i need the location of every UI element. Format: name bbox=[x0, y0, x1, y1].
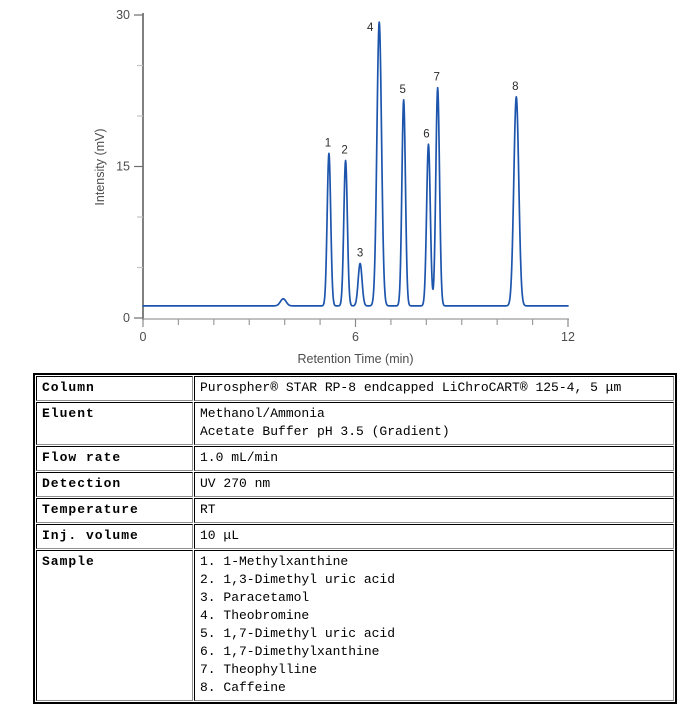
y-axis-title: Intensity (mV) bbox=[93, 128, 107, 205]
x-tick-label: 0 bbox=[140, 330, 147, 344]
row-label-inj-volume: Inj. volume bbox=[36, 524, 193, 549]
method-table-wrap: Column Purospher® STAR RP-8 endcapped Li… bbox=[33, 373, 677, 704]
row-value-temperature: RT bbox=[194, 498, 674, 523]
x-tick-label: 12 bbox=[561, 330, 575, 344]
table-row-temperature: Temperature RT bbox=[36, 498, 674, 523]
peak-label: 2 bbox=[341, 144, 347, 156]
table-row-column: Column Purospher® STAR RP-8 endcapped Li… bbox=[36, 376, 674, 401]
peak-label: 7 bbox=[433, 72, 439, 84]
table-row-inj-volume: Inj. volume 10 μL bbox=[36, 524, 674, 549]
peak-label: 1 bbox=[325, 137, 331, 149]
row-value-inj-volume: 10 μL bbox=[194, 524, 674, 549]
row-value-detection: UV 270 nm bbox=[194, 472, 674, 497]
x-tick-label: 6 bbox=[352, 330, 359, 344]
peak-label: 4 bbox=[367, 22, 374, 34]
table-row-detection: Detection UV 270 nm bbox=[36, 472, 674, 497]
chromatogram-trace bbox=[142, 21, 569, 307]
sample-item: 7. Theophylline bbox=[200, 662, 318, 677]
value-line: 10 μL bbox=[200, 528, 240, 543]
peak-label: 5 bbox=[399, 84, 405, 96]
table-row-flow-rate: Flow rate 1.0 mL/min bbox=[36, 446, 674, 471]
peak-label: 6 bbox=[423, 128, 429, 140]
sample-item: 3. Paracetamol bbox=[200, 590, 310, 605]
row-value-column: Purospher® STAR RP-8 endcapped LiChroCAR… bbox=[194, 376, 674, 401]
value-line: RT bbox=[200, 502, 216, 517]
row-value-flow-rate: 1.0 mL/min bbox=[194, 446, 674, 471]
y-tick-label: 15 bbox=[116, 160, 130, 174]
chromatogram-figure: 0 6 12 0 15 30 Retention Time (min) Intensity (… bbox=[93, 8, 575, 366]
row-label-flow-rate: Flow rate bbox=[36, 446, 193, 471]
peak-label: 3 bbox=[357, 247, 363, 259]
row-label-temperature: Temperature bbox=[36, 498, 193, 523]
x-axis-title: Retention Time (min) bbox=[297, 352, 413, 366]
sample-item: 1. 1-Methylxanthine bbox=[200, 554, 349, 569]
value-line: Purospher® STAR RP-8 endcapped LiChroCAR… bbox=[200, 380, 622, 395]
value-line: 1.0 mL/min bbox=[200, 450, 279, 465]
sample-item: 8. Caffeine bbox=[200, 680, 286, 695]
row-value-sample: 1. 1-Methylxanthine 2. 1,3-Dimethyl uric… bbox=[194, 550, 674, 701]
peak-label: 8 bbox=[512, 81, 518, 93]
value-line: Methanol/Ammonia bbox=[200, 406, 325, 421]
row-label-column: Column bbox=[36, 376, 193, 401]
table-row-sample: Sample 1. 1-Methylxanthine 2. 1,3-Dimeth… bbox=[36, 550, 674, 701]
row-value-eluent: Methanol/Ammonia Acetate Buffer pH 3.5 (… bbox=[194, 402, 674, 445]
sample-item: 2. 1,3-Dimethyl uric acid bbox=[200, 572, 396, 587]
y-tick-label: 30 bbox=[116, 8, 130, 22]
row-label-sample: Sample bbox=[36, 550, 193, 701]
method-table: Column Purospher® STAR RP-8 endcapped Li… bbox=[33, 373, 677, 704]
y-tick-label: 0 bbox=[123, 311, 130, 325]
value-line: UV 270 nm bbox=[200, 476, 271, 491]
row-label-detection: Detection bbox=[36, 472, 193, 497]
row-label-eluent: Eluent bbox=[36, 402, 193, 445]
sample-item: 4. Theobromine bbox=[200, 608, 310, 623]
table-row-eluent: Eluent Methanol/Ammonia Acetate Buffer p… bbox=[36, 402, 674, 445]
sample-item: 5. 1,7-Dimethyl uric acid bbox=[200, 626, 396, 641]
value-line: Acetate Buffer pH 3.5 (Gradient) bbox=[200, 424, 450, 439]
sample-item: 6. 1,7-Dimethylxanthine bbox=[200, 644, 380, 659]
